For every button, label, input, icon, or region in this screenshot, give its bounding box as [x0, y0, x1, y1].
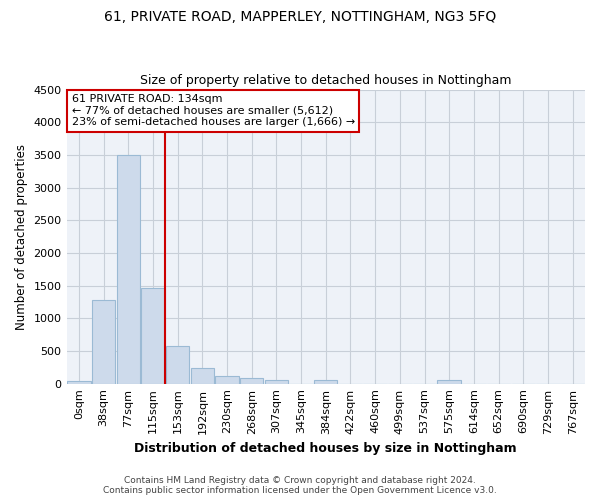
X-axis label: Distribution of detached houses by size in Nottingham: Distribution of detached houses by size …: [134, 442, 517, 455]
Bar: [240, 378, 263, 384]
Text: Contains HM Land Registry data © Crown copyright and database right 2024.
Contai: Contains HM Land Registry data © Crown c…: [103, 476, 497, 495]
Text: 61 PRIVATE ROAD: 134sqm
← 77% of detached houses are smaller (5,612)
23% of semi: 61 PRIVATE ROAD: 134sqm ← 77% of detache…: [72, 94, 355, 127]
Text: 61, PRIVATE ROAD, MAPPERLEY, NOTTINGHAM, NG3 5FQ: 61, PRIVATE ROAD, MAPPERLEY, NOTTINGHAM,…: [104, 10, 496, 24]
Bar: [437, 380, 461, 384]
Y-axis label: Number of detached properties: Number of detached properties: [15, 144, 28, 330]
Bar: [67, 381, 91, 384]
Bar: [215, 376, 239, 384]
Bar: [166, 346, 190, 384]
Bar: [314, 380, 337, 384]
Bar: [116, 155, 140, 384]
Bar: [92, 300, 115, 384]
Bar: [191, 368, 214, 384]
Title: Size of property relative to detached houses in Nottingham: Size of property relative to detached ho…: [140, 74, 512, 87]
Bar: [265, 380, 288, 384]
Bar: [141, 288, 164, 384]
